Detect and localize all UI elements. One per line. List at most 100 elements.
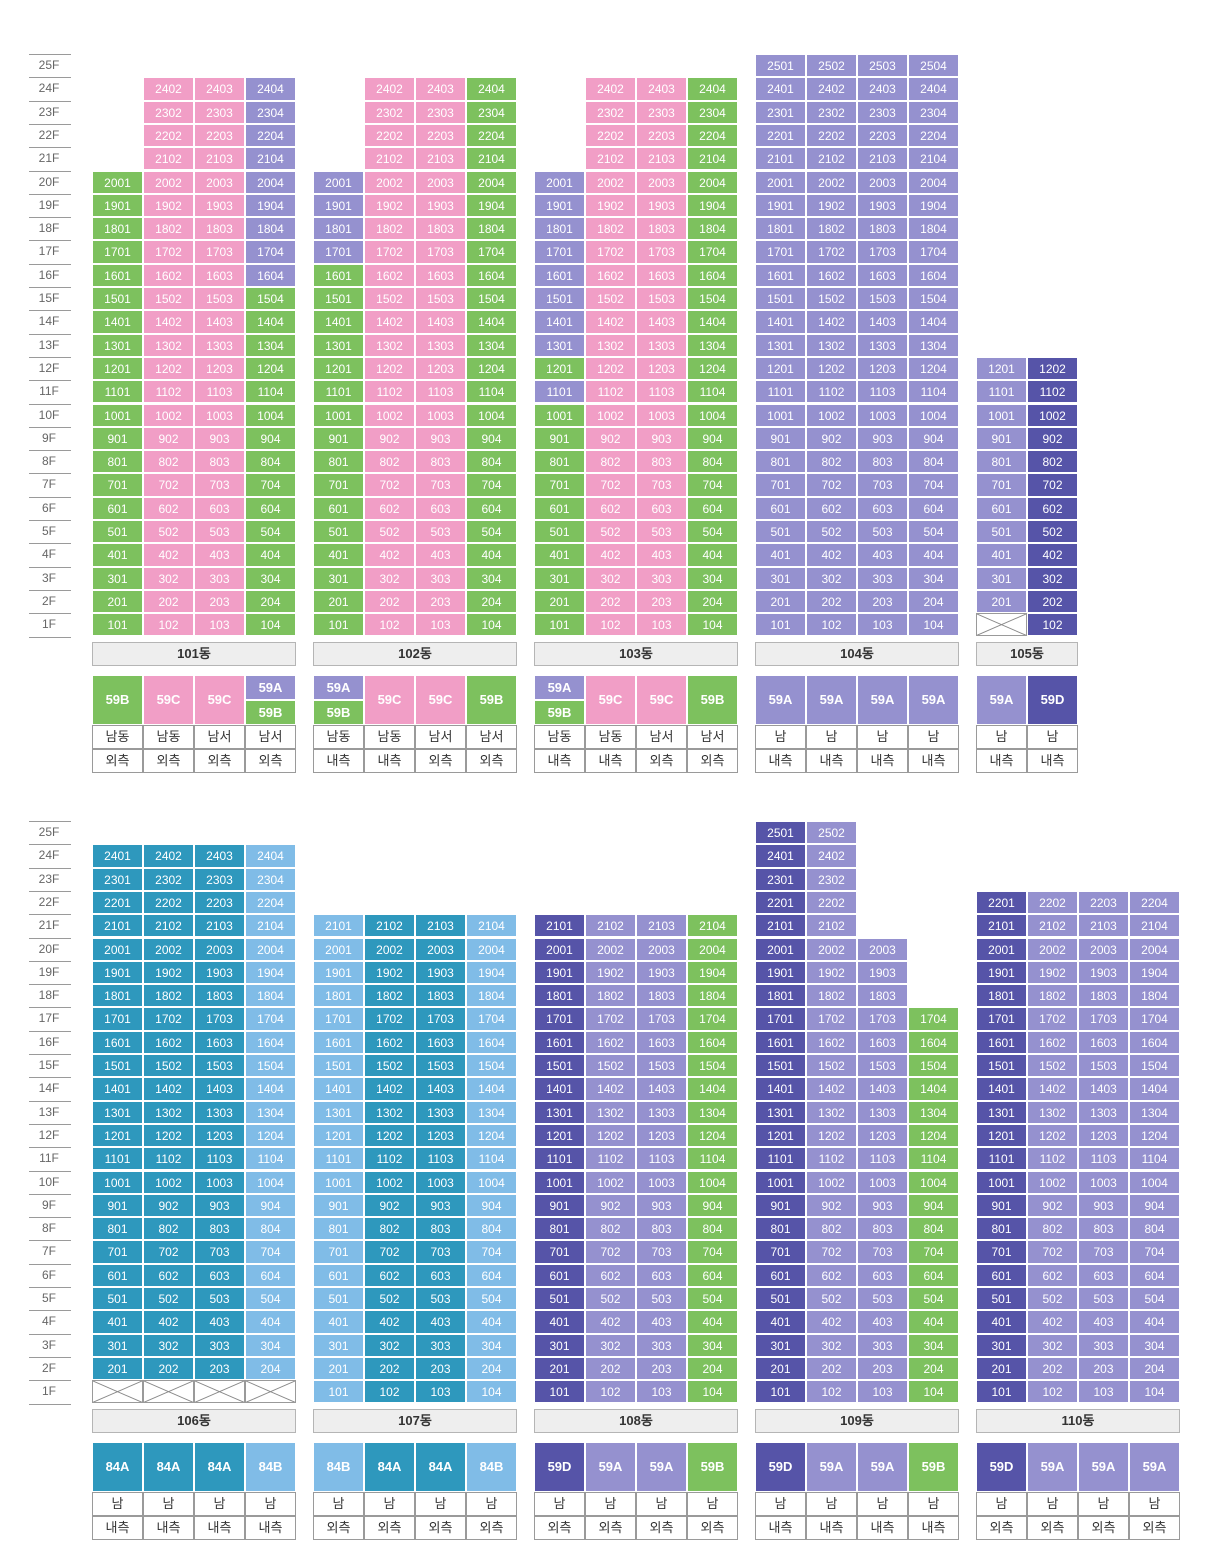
- unit-cell[interactable]: 102: [585, 1380, 636, 1404]
- unit-cell[interactable]: 1802: [806, 984, 857, 1008]
- unit-cell[interactable]: 1503: [194, 287, 245, 311]
- unit-cell[interactable]: 1402: [364, 310, 415, 334]
- unit-cell[interactable]: 1501: [313, 287, 364, 311]
- unit-cell[interactable]: 2003: [194, 937, 245, 961]
- unit-cell[interactable]: 2103: [1078, 914, 1129, 938]
- unit-cell[interactable]: 1103: [1078, 1147, 1129, 1171]
- unit-cell[interactable]: 202: [364, 1356, 415, 1381]
- unit-cell[interactable]: 102: [806, 613, 857, 637]
- unit-cell[interactable]: 1102: [806, 1147, 857, 1171]
- unit-cell[interactable]: 1601: [92, 1030, 143, 1054]
- unit-cell[interactable]: 1601: [976, 1030, 1027, 1054]
- unit-cell[interactable]: 2102: [585, 914, 636, 938]
- unit-cell[interactable]: 601: [755, 1263, 806, 1287]
- unit-cell[interactable]: 903: [415, 1193, 466, 1218]
- unit-cell[interactable]: 704: [245, 1240, 296, 1264]
- unit-cell[interactable]: 2001: [313, 937, 364, 961]
- unit-cell[interactable]: 1802: [585, 984, 636, 1008]
- unit-cell[interactable]: 1202: [143, 356, 194, 381]
- unit-cell[interactable]: 603: [194, 1263, 245, 1287]
- unit-cell[interactable]: 1801: [976, 984, 1027, 1008]
- unit-cell[interactable]: 2301: [755, 100, 806, 124]
- unit-cell[interactable]: 2004: [687, 937, 738, 961]
- unit-cell[interactable]: 903: [636, 426, 687, 451]
- unit-cell[interactable]: 1602: [806, 263, 857, 287]
- unit-cell[interactable]: 204: [466, 1356, 517, 1381]
- unit-cell[interactable]: 601: [976, 1263, 1027, 1287]
- unit-cell[interactable]: 403: [857, 543, 908, 567]
- unit-cell[interactable]: 601: [755, 496, 806, 520]
- unit-cell[interactable]: 2103: [857, 147, 908, 171]
- unit-cell[interactable]: 2001: [534, 170, 585, 194]
- unit-cell[interactable]: 1202: [585, 356, 636, 381]
- unit-cell[interactable]: 1504: [1129, 1054, 1180, 1078]
- unit-cell[interactable]: 704: [1129, 1240, 1180, 1264]
- unit-cell[interactable]: 2104: [687, 914, 738, 938]
- unit-cell[interactable]: 1502: [364, 1054, 415, 1078]
- unit-cell[interactable]: 603: [636, 1263, 687, 1287]
- unit-cell[interactable]: 1703: [857, 240, 908, 264]
- unit-cell[interactable]: 1804: [245, 984, 296, 1008]
- unit-cell[interactable]: 1704: [908, 1007, 959, 1031]
- unit-cell[interactable]: 2204: [908, 123, 959, 148]
- unit-cell[interactable]: 601: [92, 496, 143, 520]
- unit-cell[interactable]: 1503: [857, 1054, 908, 1078]
- unit-cell[interactable]: 2404: [908, 77, 959, 101]
- unit-cell[interactable]: 304: [245, 1333, 296, 1357]
- unit-cell[interactable]: 1904: [245, 960, 296, 985]
- unit-cell[interactable]: 2303: [194, 867, 245, 891]
- unit-cell[interactable]: 1004: [908, 403, 959, 427]
- unit-cell[interactable]: 1102: [585, 1147, 636, 1171]
- unit-cell[interactable]: 2003: [1078, 937, 1129, 961]
- unit-cell[interactable]: 901: [313, 426, 364, 451]
- unit-cell[interactable]: 2302: [585, 100, 636, 124]
- unit-cell[interactable]: 1503: [194, 1054, 245, 1078]
- unit-cell[interactable]: 601: [534, 1263, 585, 1287]
- unit-cell[interactable]: 101: [92, 613, 143, 637]
- unit-cell[interactable]: 1201: [313, 1123, 364, 1148]
- unit-cell[interactable]: 1903: [415, 193, 466, 218]
- unit-cell[interactable]: 801: [313, 1217, 364, 1241]
- unit-cell[interactable]: 501: [313, 1287, 364, 1311]
- unit-cell[interactable]: 402: [364, 1310, 415, 1334]
- unit-cell[interactable]: 2503: [857, 54, 908, 78]
- unit-cell[interactable]: 1502: [806, 1054, 857, 1078]
- unit-cell[interactable]: 1304: [908, 333, 959, 357]
- unit-cell[interactable]: 103: [636, 613, 687, 637]
- unit-cell[interactable]: 1301: [92, 333, 143, 357]
- unit-cell[interactable]: 2002: [806, 937, 857, 961]
- unit-cell[interactable]: 703: [636, 1240, 687, 1264]
- unit-cell[interactable]: 201: [313, 589, 364, 614]
- unit-cell[interactable]: 104: [1129, 1380, 1180, 1404]
- unit-cell[interactable]: 1302: [806, 1100, 857, 1124]
- unit-cell[interactable]: 1803: [857, 984, 908, 1008]
- unit-cell[interactable]: 702: [364, 473, 415, 497]
- unit-cell[interactable]: 2203: [194, 890, 245, 915]
- unit-cell[interactable]: 504: [1129, 1287, 1180, 1311]
- unit-cell[interactable]: 203: [415, 1356, 466, 1381]
- unit-cell[interactable]: 1703: [194, 240, 245, 264]
- unit-cell[interactable]: 403: [1078, 1310, 1129, 1334]
- unit-cell[interactable]: 903: [857, 1193, 908, 1218]
- unit-cell[interactable]: 1504: [908, 287, 959, 311]
- unit-cell[interactable]: 1804: [687, 984, 738, 1008]
- unit-cell[interactable]: 403: [636, 543, 687, 567]
- unit-cell[interactable]: 1001: [755, 1170, 806, 1194]
- unit-cell[interactable]: 902: [1027, 1193, 1078, 1218]
- unit-cell[interactable]: 1002: [364, 1170, 415, 1194]
- unit-cell[interactable]: 1304: [687, 333, 738, 357]
- unit-cell[interactable]: 1203: [194, 356, 245, 381]
- unit-cell[interactable]: 2404: [466, 77, 517, 101]
- unit-cell[interactable]: 1104: [1129, 1147, 1180, 1171]
- unit-cell[interactable]: 602: [806, 1263, 857, 1287]
- unit-cell[interactable]: 301: [755, 1333, 806, 1357]
- unit-cell[interactable]: 1401: [92, 1077, 143, 1101]
- unit-cell[interactable]: 902: [585, 426, 636, 451]
- unit-cell[interactable]: 1002: [806, 1170, 857, 1194]
- unit-cell[interactable]: 304: [908, 566, 959, 590]
- unit-cell[interactable]: 904: [687, 1193, 738, 1218]
- unit-cell[interactable]: 1003: [857, 1170, 908, 1194]
- unit-cell[interactable]: 1003: [415, 403, 466, 427]
- unit-cell[interactable]: 301: [534, 566, 585, 590]
- unit-cell[interactable]: 1402: [143, 1077, 194, 1101]
